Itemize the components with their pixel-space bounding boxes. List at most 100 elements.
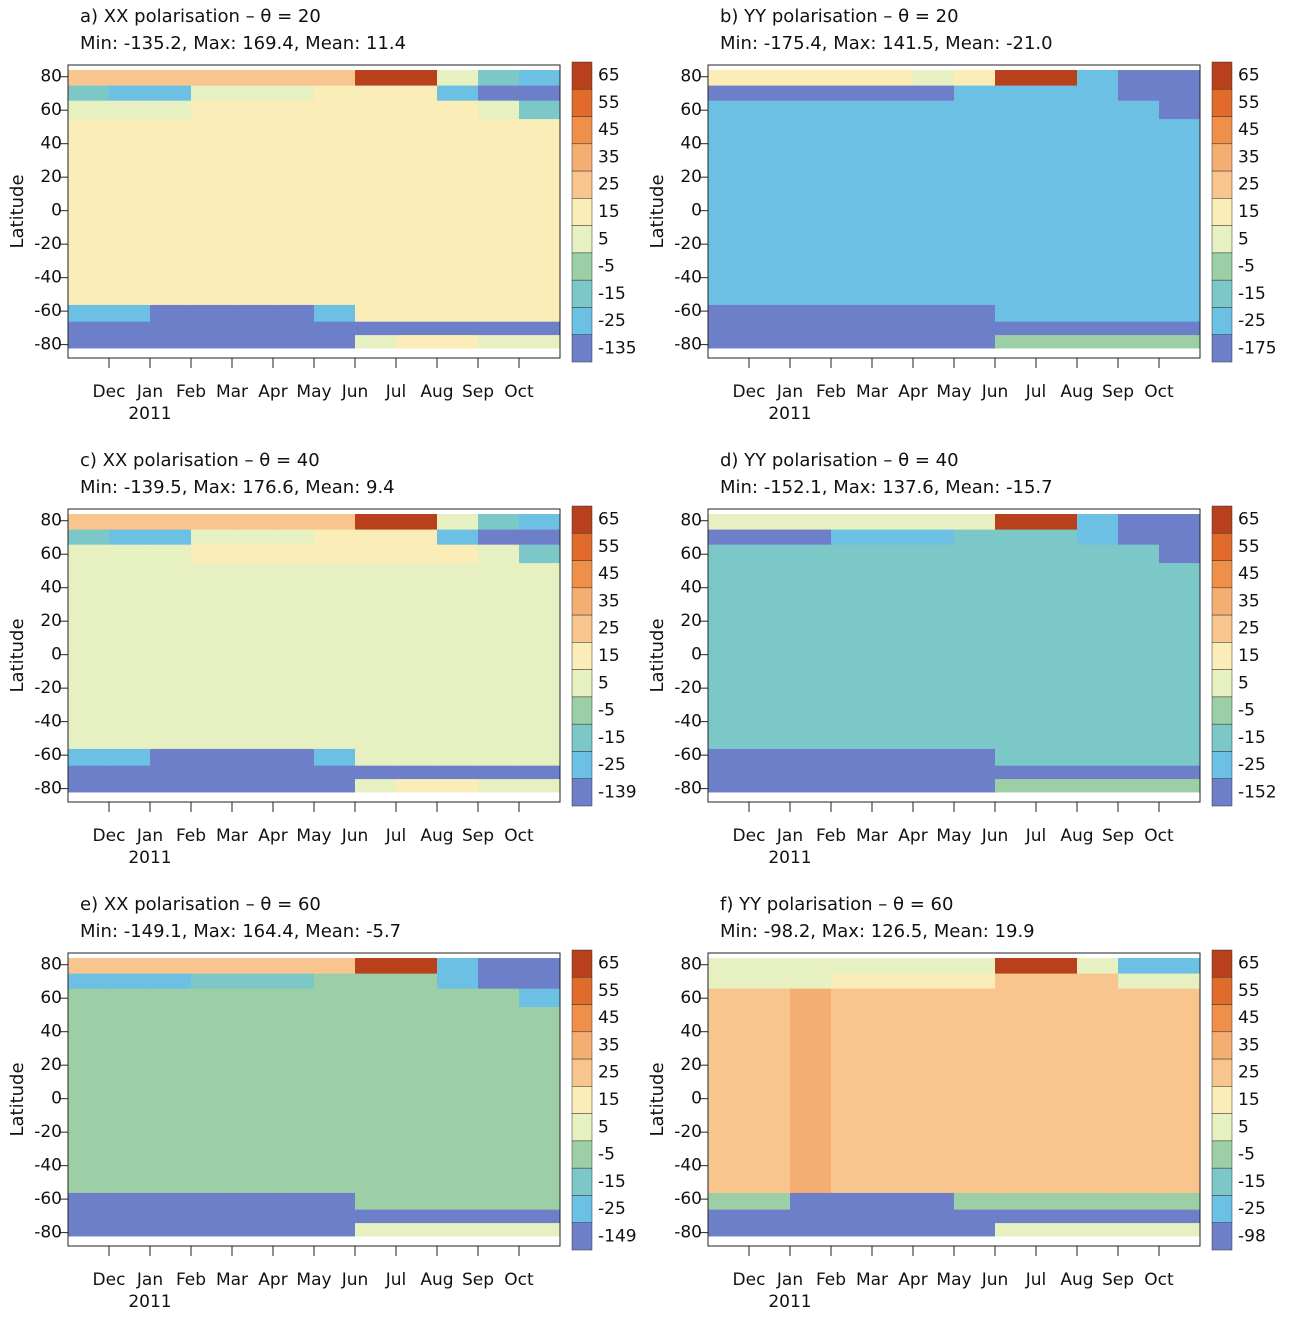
heat-cell: [995, 100, 1037, 120]
heat-cell: [708, 1006, 750, 1193]
colorbar-box: [1211, 89, 1233, 117]
colorbar-label: -5: [598, 257, 615, 277]
heat-cell: [954, 748, 996, 766]
x-tick-label: Dec: [733, 382, 766, 402]
colorbar-box: [571, 279, 593, 308]
colorbar-label: -5: [1238, 257, 1255, 277]
heat-cell: [437, 304, 479, 322]
y-tick-label: -60: [674, 745, 702, 765]
y-tick-label: 60: [40, 544, 62, 564]
colorbar-box: [1211, 723, 1233, 752]
heat-cell: [831, 514, 873, 530]
y-axis-label: Latitude: [647, 618, 668, 692]
heat-cell: [954, 1222, 996, 1237]
heat-cell: [1159, 118, 1201, 305]
heat-cell: [150, 562, 192, 749]
heat-cell: [1036, 529, 1078, 545]
heat-cell: [1159, 334, 1201, 349]
colorbar-box: [571, 1031, 593, 1060]
x-tick-label: Jan: [136, 382, 163, 402]
panel: c) XX polarisation – θ = 40 Min: -139.5, …: [7, 450, 637, 868]
heat-cell: [790, 1192, 832, 1210]
heat-cell: [191, 85, 233, 101]
colorbar-label: -15: [1238, 284, 1266, 304]
colorbar-label: 5: [1238, 229, 1249, 249]
heat-cell: [232, 544, 274, 564]
colorbar-box: [1211, 1167, 1233, 1196]
heat-cell: [478, 988, 520, 1008]
heat-cell: [954, 321, 996, 336]
heat-cell: [437, 1192, 479, 1210]
heat-cell: [913, 100, 955, 120]
heat-cell: [150, 988, 192, 1008]
x-tick-label: Sep: [1102, 1270, 1134, 1290]
panel-title: c) XX polarisation – θ = 40: [80, 450, 320, 471]
heat-cell: [109, 70, 151, 86]
heat-cell: [790, 778, 832, 793]
y-tick-label: -60: [674, 1189, 702, 1209]
heat-cell: [273, 85, 315, 101]
heat-cell: [437, 529, 479, 545]
heat-cell: [1077, 1006, 1119, 1193]
heat-cell: [708, 973, 750, 989]
y-tick-label: -60: [34, 745, 62, 765]
heat-cell: [872, 1209, 914, 1224]
colorbar-label: 35: [598, 147, 620, 167]
heat-cell: [232, 988, 274, 1008]
heat-cell: [1036, 85, 1078, 101]
heat-cell: [913, 748, 955, 766]
heat-cell: [314, 85, 356, 101]
y-tick-label: -80: [34, 1223, 62, 1243]
heat-cell: [68, 765, 110, 780]
heat-cell: [1036, 514, 1078, 530]
colorbar-label: 65: [598, 66, 620, 86]
x-tick-label: Apr: [258, 1270, 287, 1290]
y-tick-label: 60: [680, 100, 702, 120]
heat-cell: [437, 973, 479, 989]
heat-cell: [872, 70, 914, 86]
heat-cell: [831, 1192, 873, 1210]
heat-cell: [995, 562, 1037, 749]
x-tick-label: Mar: [216, 826, 248, 846]
colorbar-label: 25: [1238, 619, 1260, 639]
heat-cell: [355, 988, 397, 1008]
colorbar-box: [1211, 1195, 1233, 1223]
colorbar-box: [1211, 778, 1233, 807]
heat-cell: [831, 544, 873, 564]
heat-cell: [913, 1192, 955, 1210]
heat-cell: [1077, 973, 1119, 989]
heat-cell: [1077, 1209, 1119, 1224]
heat-cell: [995, 1222, 1037, 1237]
heat-cell: [913, 765, 955, 780]
y-tick-label: -40: [674, 268, 702, 288]
heat-cell: [995, 988, 1037, 1008]
heat-cell: [109, 544, 151, 564]
heat-cell: [954, 1006, 996, 1193]
x-tick-label: Mar: [856, 382, 888, 402]
heat-cell: [995, 958, 1037, 974]
heat-cell: [150, 514, 192, 530]
panel-subtitle: Min: -149.1, Max: 164.4, Mean: -5.7: [80, 921, 401, 942]
colorbar-label: 5: [598, 229, 609, 249]
heat-cell: [109, 321, 151, 336]
panel-subtitle: Min: -98.2, Max: 126.5, Mean: 19.9: [720, 921, 1035, 942]
x-tick-label: Jul: [385, 382, 407, 402]
x-tick-label: May: [936, 382, 971, 402]
heat-cell: [396, 1006, 438, 1193]
colorbar-box: [571, 696, 593, 725]
heat-cell: [396, 85, 438, 101]
heat-cell: [1077, 85, 1119, 101]
heat-cell: [191, 765, 233, 780]
heat-cell: [232, 765, 274, 780]
heat-cell: [1118, 1209, 1160, 1224]
heat-cell: [954, 562, 996, 749]
heat-cell: [355, 973, 397, 989]
x-tick-label: Oct: [1144, 1270, 1174, 1290]
y-tick-label: -80: [674, 335, 702, 355]
y-axis-label: Latitude: [7, 1062, 28, 1136]
y-tick-label: -20: [34, 678, 62, 698]
colorbar-label: 25: [598, 175, 620, 195]
heat-cell: [995, 85, 1037, 101]
x-tick-label: Oct: [504, 382, 534, 402]
y-tick-label: -20: [674, 678, 702, 698]
